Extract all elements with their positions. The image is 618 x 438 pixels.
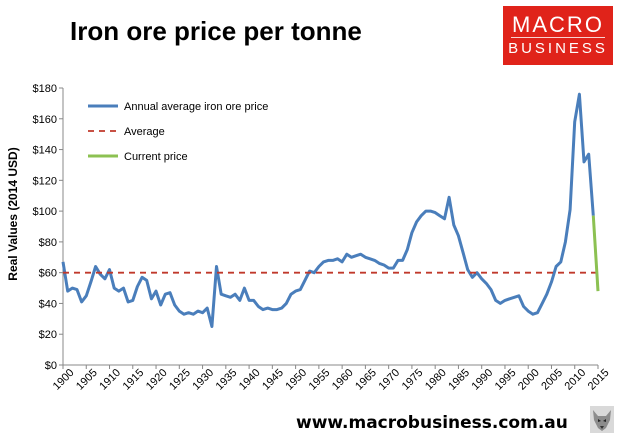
x-tick-label: 1965 (353, 367, 379, 393)
y-axis-label: Real Values (2014 USD) (6, 147, 20, 280)
x-tick-label: 1950 (283, 367, 309, 393)
y-tick-label: $0 (45, 360, 57, 372)
macrobusiness-logo: MACRO BUSINESS (503, 6, 613, 65)
x-tick-label: 2010 (563, 367, 589, 393)
logo-line-2: BUSINESS (508, 40, 608, 57)
wolf-logo-icon (590, 406, 614, 433)
y-tick-label: $100 (33, 206, 57, 218)
x-tick-label: 1955 (307, 367, 333, 393)
x-tick-label: 1920 (144, 367, 170, 393)
x-tick-label: 1940 (237, 367, 263, 393)
x-tick-label: 1990 (470, 367, 496, 393)
x-tick-label: 2000 (516, 367, 542, 393)
x-tick-label: 1935 (214, 367, 240, 393)
y-axis-group: $0 $20 $40 $60 $80 $100 $120 $140 $160 $180 (33, 83, 64, 372)
series-group (61, 92, 600, 328)
logo-divider (511, 37, 605, 38)
y-tick-label: $20 (39, 329, 57, 341)
y-tick-label: $140 (33, 145, 57, 157)
x-tick-label: 1905 (74, 367, 100, 393)
x-tick-label: 1970 (376, 367, 402, 393)
x-tick-label: 1945 (260, 367, 286, 393)
x-tick-label: 1930 (190, 367, 216, 393)
x-tick-label: 1960 (330, 367, 356, 393)
x-tick-label: 1925 (167, 367, 193, 393)
series-line-current (591, 215, 600, 292)
x-tick-label: 1995 (493, 367, 519, 393)
x-tick-label: 1910 (97, 367, 123, 393)
x-axis-group: 1900190519101915192019251930193519401945… (51, 364, 612, 393)
legend-label: Current price (124, 151, 188, 163)
y-tick-label: $80 (39, 237, 57, 249)
series-line-annual (61, 92, 595, 328)
legend: Annual average iron ore price Average Curr… (88, 101, 268, 163)
logo-line-1: MACRO (512, 12, 604, 37)
legend-label: Annual average iron ore price (124, 101, 268, 113)
y-tick-label: $40 (39, 298, 57, 310)
x-tick-label: 1985 (446, 367, 472, 393)
y-tick-label: $160 (33, 114, 57, 126)
y-tick-label: $120 (33, 175, 57, 187)
y-tick-label: $180 (33, 83, 57, 95)
x-tick-label: 1975 (400, 367, 426, 393)
legend-label: Average (124, 126, 165, 138)
x-tick-label: 2015 (586, 367, 612, 393)
chart-title: Iron ore price per tonne (70, 16, 362, 46)
x-tick-label: 1980 (423, 367, 449, 393)
website-url: www.macrobusiness.com.au (296, 413, 568, 433)
x-tick-label: 1915 (121, 367, 147, 393)
x-tick-label: 2005 (539, 367, 565, 393)
y-tick-label: $60 (39, 268, 57, 280)
